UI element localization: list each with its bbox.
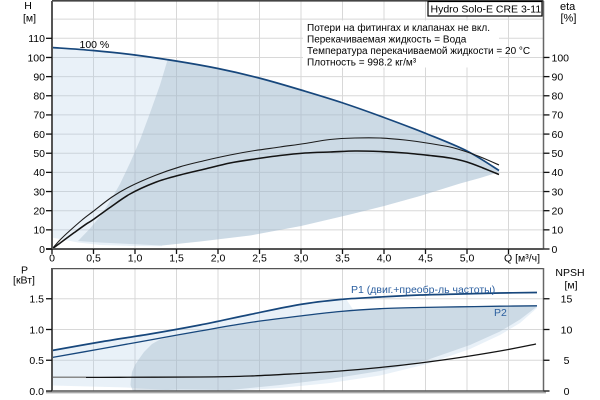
svg-text:0,5: 0,5 <box>86 253 101 265</box>
svg-text:5,0: 5,0 <box>460 253 475 265</box>
svg-text:4,5: 4,5 <box>418 253 433 265</box>
svg-text:Hydro Solo-E CRE 3-11: Hydro Solo-E CRE 3-11 <box>431 4 542 16</box>
svg-text:40: 40 <box>552 167 564 179</box>
svg-text:1,0: 1,0 <box>128 253 143 265</box>
svg-text:20: 20 <box>552 206 564 218</box>
svg-text:110: 110 <box>28 33 45 45</box>
svg-text:40: 40 <box>33 167 45 179</box>
svg-text:4,0: 4,0 <box>377 253 392 265</box>
svg-text:30: 30 <box>33 186 45 198</box>
svg-text:eta: eta <box>560 1 576 13</box>
svg-text:NPSH: NPSH <box>555 267 584 279</box>
svg-text:50: 50 <box>33 148 45 160</box>
svg-text:P: P <box>21 265 28 277</box>
svg-text:[кВт]: [кВт] <box>13 275 35 287</box>
svg-text:2,0: 2,0 <box>211 253 226 265</box>
svg-text:70: 70 <box>33 110 45 122</box>
svg-text:60: 60 <box>552 129 564 141</box>
svg-text:P1 (двиг.+преобр-ль частоты): P1 (двиг.+преобр-ль частоты) <box>351 284 495 296</box>
svg-text:0: 0 <box>49 253 55 265</box>
svg-text:0: 0 <box>39 244 45 256</box>
svg-text:3,5: 3,5 <box>335 253 350 265</box>
svg-text:90: 90 <box>552 71 564 83</box>
svg-text:0.5: 0.5 <box>29 355 44 367</box>
svg-text:20: 20 <box>33 206 45 218</box>
svg-text:1.5: 1.5 <box>29 294 44 306</box>
svg-text:70: 70 <box>552 110 564 122</box>
svg-text:10: 10 <box>33 225 45 237</box>
svg-text:1,5: 1,5 <box>169 253 184 265</box>
svg-text:2,5: 2,5 <box>252 253 267 265</box>
svg-text:90: 90 <box>33 71 45 83</box>
svg-text:80: 80 <box>552 91 564 103</box>
svg-text:[м]: [м] <box>23 12 36 24</box>
svg-text:0: 0 <box>552 244 558 256</box>
svg-text:Перекачиваемая жидкость = Вода: Перекачиваемая жидкость = Вода <box>307 35 467 46</box>
svg-text:[%]: [%] <box>561 13 577 25</box>
svg-text:Плотность = 998.2 кг/м³: Плотность = 998.2 кг/м³ <box>307 58 417 69</box>
svg-text:0: 0 <box>564 386 570 398</box>
svg-text:3,0: 3,0 <box>294 253 309 265</box>
svg-text:Температура перекачиваемой жид: Температура перекачиваемой жидкости = 20… <box>307 46 530 57</box>
svg-text:Потери на фитингах и клапанах: Потери на фитингах и клапанах не вкл. <box>307 22 490 34</box>
svg-text:15: 15 <box>561 294 573 306</box>
svg-text:Q [м³/ч]: Q [м³/ч] <box>504 253 540 265</box>
svg-text:[м]: [м] <box>564 280 577 292</box>
svg-text:1.0: 1.0 <box>29 324 44 336</box>
svg-text:P2: P2 <box>494 307 507 319</box>
svg-text:100: 100 <box>552 52 570 64</box>
svg-text:60: 60 <box>33 129 45 141</box>
svg-text:100 %: 100 % <box>80 39 110 51</box>
svg-text:0.0: 0.0 <box>29 386 44 398</box>
svg-text:10: 10 <box>561 324 573 336</box>
svg-text:30: 30 <box>552 186 564 198</box>
svg-text:5: 5 <box>564 355 570 367</box>
svg-text:H: H <box>24 0 32 12</box>
svg-text:10: 10 <box>552 225 564 237</box>
svg-text:80: 80 <box>33 91 45 103</box>
svg-text:100: 100 <box>27 52 45 64</box>
svg-text:50: 50 <box>552 148 564 160</box>
